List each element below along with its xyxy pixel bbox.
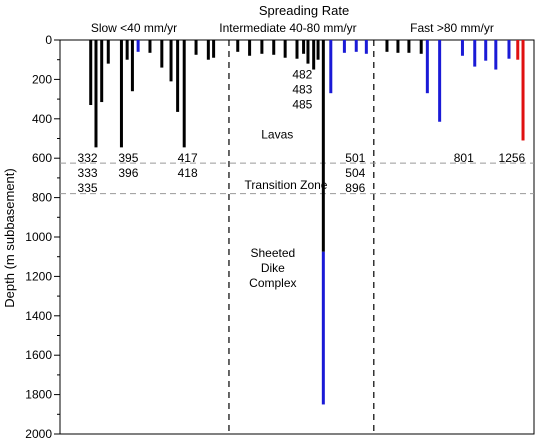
bar	[125, 40, 129, 60]
bar	[212, 40, 216, 58]
bar	[484, 40, 488, 61]
bar	[106, 40, 110, 64]
bar	[119, 40, 123, 148]
y-tick-label: 1000	[25, 230, 52, 244]
site-label: 1256	[499, 151, 526, 165]
zone-label: Lavas	[261, 128, 293, 142]
group-label-fast: Fast >80 mm/yr	[410, 21, 494, 35]
site-label: 417 418	[178, 151, 198, 180]
bar	[507, 40, 511, 59]
y-tick-label: 2000	[25, 427, 52, 441]
y-axis-label: Depth (m subbasement)	[2, 168, 17, 307]
y-tick-label: 1400	[25, 309, 52, 323]
bar	[295, 40, 299, 59]
plot-area: 0 200 400 600 800 1000 1200 1400 1600 1800 2000 332…	[25, 33, 535, 441]
bar	[194, 40, 198, 55]
zone-label: Transition Zone	[245, 178, 328, 192]
bar	[160, 40, 164, 68]
bar	[407, 40, 411, 53]
zone-label: Sheeted Dike Complex	[249, 246, 296, 290]
bar	[494, 40, 498, 70]
bar	[354, 40, 358, 52]
bar	[321, 40, 325, 252]
site-label: 332 333 335	[78, 151, 98, 195]
y-tick-label: 400	[32, 112, 52, 126]
bar	[460, 40, 464, 56]
bar	[100, 40, 104, 103]
y-tick-label: 1800	[25, 388, 52, 402]
bar	[521, 40, 525, 141]
bar	[473, 40, 477, 67]
y-tick-label: 1200	[25, 269, 52, 283]
bar	[425, 40, 429, 94]
bar	[385, 40, 389, 52]
site-label: 801	[454, 151, 474, 165]
bar	[130, 40, 134, 92]
chart-title: Spreading Rate	[259, 3, 349, 18]
bar	[321, 251, 325, 405]
site-label: 395 396	[118, 151, 138, 180]
bar	[272, 40, 276, 55]
bar	[306, 40, 310, 64]
bar	[364, 40, 368, 54]
bar	[302, 40, 306, 54]
bar	[316, 40, 320, 60]
bar	[89, 40, 93, 106]
bar	[182, 40, 186, 148]
group-label-intermediate: Intermediate 40-80 mm/yr	[219, 21, 356, 35]
group-label-slow: Slow <40 mm/yr	[91, 21, 177, 35]
y-tick-label: 600	[32, 151, 52, 165]
bar	[260, 40, 264, 54]
bar	[94, 40, 98, 148]
bar	[169, 40, 173, 82]
y-tick-label: 200	[32, 72, 52, 86]
bar	[329, 40, 333, 94]
bar	[236, 40, 240, 52]
y-tick-label: 800	[32, 191, 52, 205]
bar	[206, 40, 210, 60]
site-label: 482 483 485	[292, 67, 312, 111]
bar	[283, 40, 287, 58]
bar	[148, 40, 152, 53]
bar	[136, 40, 140, 52]
bar	[396, 40, 400, 53]
bar	[176, 40, 180, 112]
bar	[342, 40, 346, 53]
site-label: 501 504 896	[345, 151, 365, 195]
y-tick-label: 0	[45, 33, 52, 47]
bar	[312, 40, 316, 70]
bar	[248, 40, 252, 56]
bar	[516, 40, 520, 60]
bar	[438, 40, 442, 122]
y-tick-label: 1600	[25, 348, 52, 362]
bar	[419, 40, 423, 54]
